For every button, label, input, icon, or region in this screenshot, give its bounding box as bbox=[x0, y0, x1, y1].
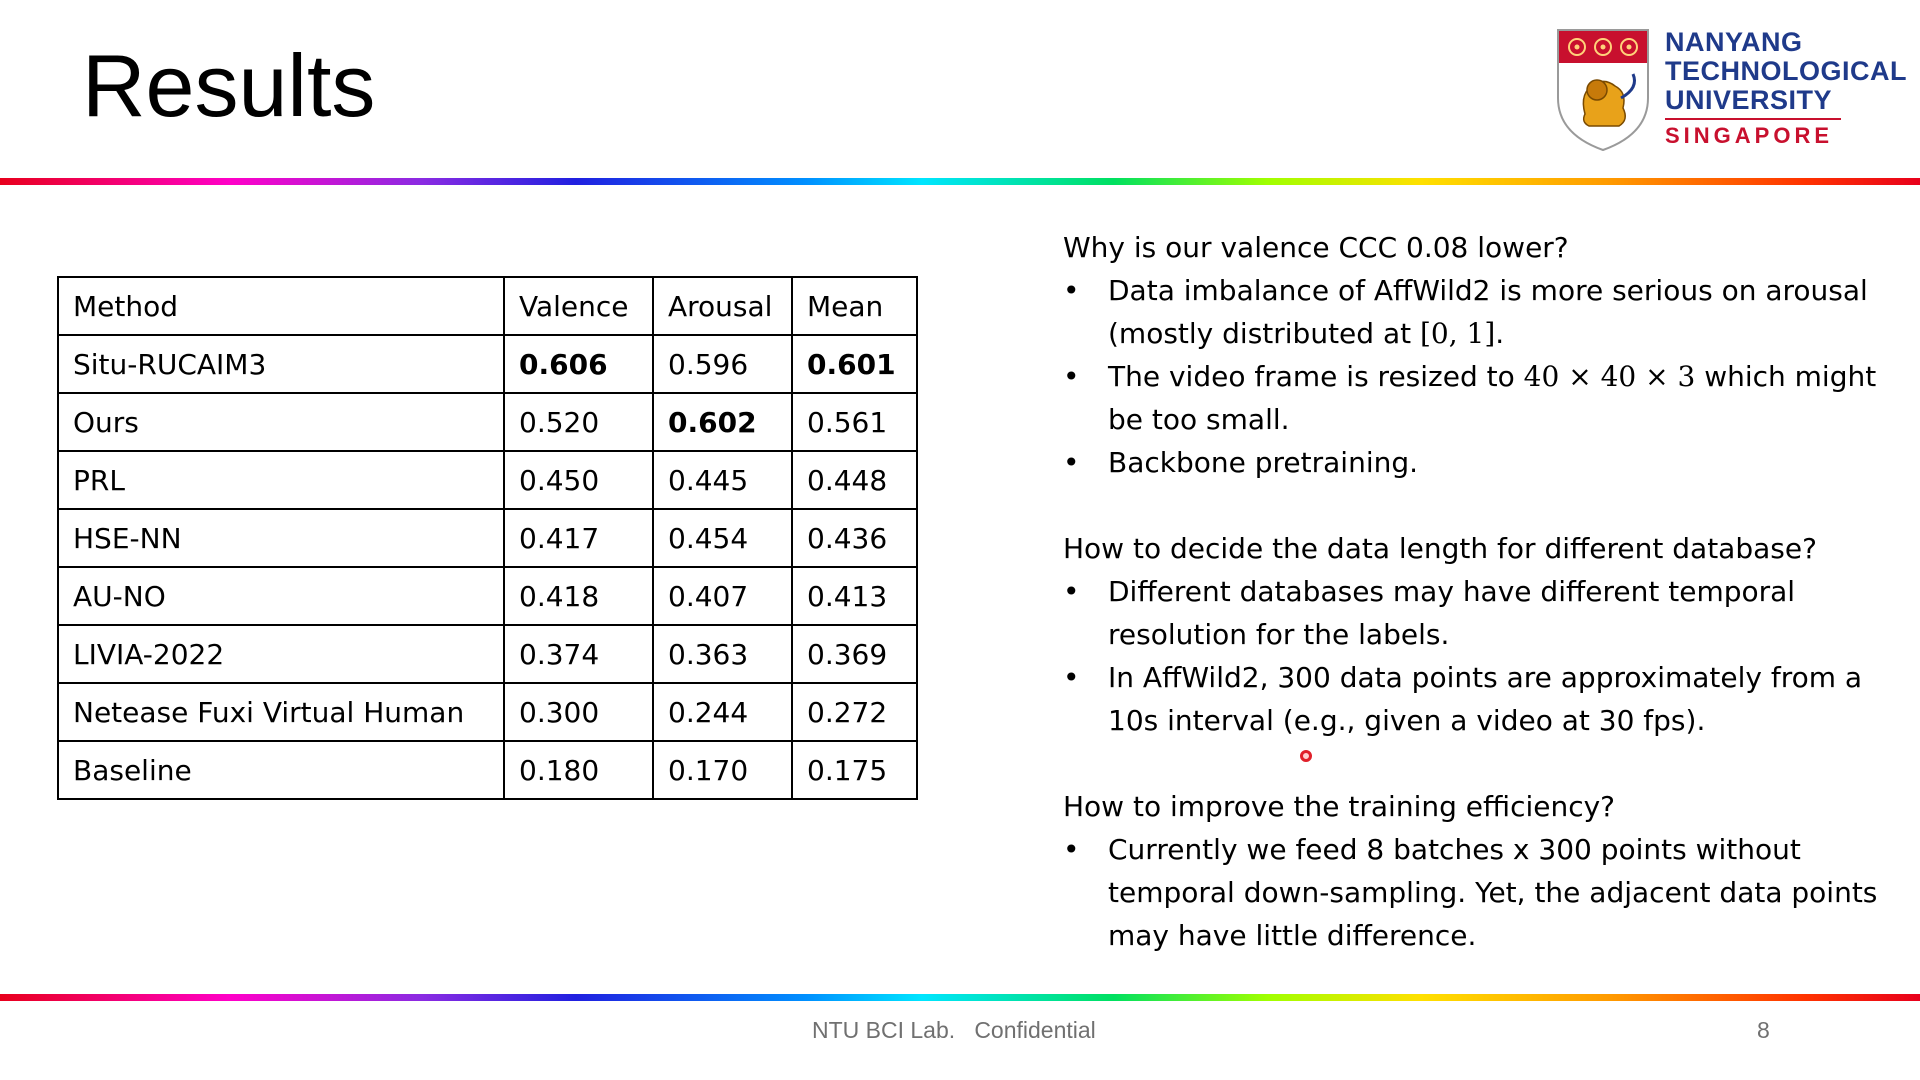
cell-arousal: 0.454 bbox=[652, 508, 793, 568]
cell-mean: 0.601 bbox=[791, 334, 918, 394]
table-row: Ours 0.520 0.602 0.561 bbox=[57, 392, 918, 452]
list-item: • Data imbalance of AffWild2 is more seri… bbox=[1063, 269, 1883, 355]
table-row: PRL 0.450 0.445 0.448 bbox=[57, 450, 918, 510]
cell-arousal: 0.363 bbox=[652, 624, 793, 684]
header-method: Method bbox=[57, 276, 505, 336]
cell-valence: 0.417 bbox=[503, 508, 654, 568]
logo-line-1: NANYANG bbox=[1665, 27, 1803, 57]
cell-mean: 0.561 bbox=[791, 392, 918, 452]
efficiency-bullets: • Currently we feed 8 batches x 300 point… bbox=[1063, 828, 1883, 957]
cell-valence: 0.606 bbox=[503, 334, 654, 394]
question-valence: Why is our valence CCC 0.08 lower? bbox=[1063, 231, 1569, 264]
table-row: LIVIA-2022 0.374 0.363 0.369 bbox=[57, 624, 918, 684]
laser-pointer-icon bbox=[1300, 750, 1312, 762]
cell-mean: 0.436 bbox=[791, 508, 918, 568]
cell-mean: 0.413 bbox=[791, 566, 918, 626]
table-row: Netease Fuxi Virtual Human 0.300 0.244 0… bbox=[57, 682, 918, 742]
bullet-icon: • bbox=[1063, 274, 1080, 307]
cell-valence: 0.520 bbox=[503, 392, 654, 452]
math-frame-size: 40 × 40 × 3 bbox=[1523, 360, 1696, 393]
logo-line-4: SINGAPORE bbox=[1665, 123, 1834, 148]
cell-arousal: 0.602 bbox=[652, 392, 793, 452]
bottom-rainbow-rule bbox=[0, 994, 1920, 1001]
page-number: 8 bbox=[1757, 1017, 1770, 1043]
list-item: • Backbone pretraining. bbox=[1063, 441, 1883, 484]
cell-arousal: 0.244 bbox=[652, 682, 793, 742]
cell-method: AU-NO bbox=[57, 566, 505, 626]
bullet-text-end: . bbox=[1495, 317, 1505, 350]
bullet-icon: • bbox=[1063, 575, 1080, 608]
ntu-logo: NANYANG TECHNOLOGICAL UNIVERSITY SINGAPO… bbox=[1555, 28, 1907, 153]
data-length-bullets: • Different databases may have different … bbox=[1063, 570, 1883, 742]
logo-line-2: TECHNOLOGICAL bbox=[1665, 56, 1907, 86]
cell-valence: 0.300 bbox=[503, 682, 654, 742]
table-row: AU-NO 0.418 0.407 0.413 bbox=[57, 566, 918, 626]
slide-title: Results bbox=[82, 36, 376, 135]
cell-mean: 0.448 bbox=[791, 450, 918, 510]
table-header-row: Method Valence Arousal Mean bbox=[57, 276, 918, 336]
cell-method: LIVIA-2022 bbox=[57, 624, 505, 684]
cell-method: Baseline bbox=[57, 740, 505, 800]
bullet-text: Currently we feed 8 batches x 300 points… bbox=[1108, 833, 1878, 952]
bullet-text: Data imbalance of AffWild2 is more serio… bbox=[1108, 274, 1868, 350]
cell-arousal: 0.407 bbox=[652, 566, 793, 626]
header-mean: Mean bbox=[791, 276, 918, 336]
cell-method: Situ-RUCAIM3 bbox=[57, 334, 505, 394]
cell-valence: 0.418 bbox=[503, 566, 654, 626]
bullet-text: The video frame is resized to bbox=[1108, 360, 1515, 393]
cell-arousal: 0.445 bbox=[652, 450, 793, 510]
logo-wordmark: NANYANG TECHNOLOGICAL UNIVERSITY bbox=[1665, 28, 1907, 115]
ntu-crest-icon bbox=[1557, 29, 1649, 152]
footer-text: NTU BCI Lab. Confidential bbox=[812, 1017, 1096, 1043]
question-data-length: How to decide the data length for differ… bbox=[1063, 532, 1817, 565]
cell-valence: 0.180 bbox=[503, 740, 654, 800]
question-efficiency: How to improve the training efficiency? bbox=[1063, 790, 1616, 823]
discussion-notes: Why is our valence CCC 0.08 lower? • Data… bbox=[1063, 226, 1883, 957]
bullet-text: Different databases may have different t… bbox=[1108, 575, 1796, 651]
cell-mean: 0.175 bbox=[791, 740, 918, 800]
valence-bullets: • Data imbalance of AffWild2 is more seri… bbox=[1063, 269, 1883, 484]
logo-line-3: UNIVERSITY bbox=[1665, 85, 1833, 115]
bullet-text-end: which might be too small. bbox=[1108, 360, 1877, 436]
math-interval: [0, 1] bbox=[1420, 317, 1496, 350]
cell-mean: 0.369 bbox=[791, 624, 918, 684]
cell-method: Ours bbox=[57, 392, 505, 452]
bullet-text: In AffWild2, 300 data points are approxi… bbox=[1108, 661, 1863, 737]
cell-valence: 0.374 bbox=[503, 624, 654, 684]
bullet-icon: • bbox=[1063, 661, 1080, 694]
cell-method: PRL bbox=[57, 450, 505, 510]
header-arousal: Arousal bbox=[652, 276, 793, 336]
cell-arousal: 0.170 bbox=[652, 740, 793, 800]
logo-divider bbox=[1665, 118, 1841, 120]
list-item: • In AffWild2, 300 data points are approx… bbox=[1063, 656, 1883, 742]
cell-method: HSE-NN bbox=[57, 508, 505, 568]
bullet-icon: • bbox=[1063, 446, 1080, 479]
list-item: • Different databases may have different … bbox=[1063, 570, 1883, 656]
list-item: • The video frame is resized to 40 × 40 ×… bbox=[1063, 355, 1883, 441]
table-row: Situ-RUCAIM3 0.606 0.596 0.601 bbox=[57, 334, 918, 394]
results-table: Method Valence Arousal Mean Situ-RUCAIM3… bbox=[57, 276, 918, 800]
cell-mean: 0.272 bbox=[791, 682, 918, 742]
table-row: Baseline 0.180 0.170 0.175 bbox=[57, 740, 918, 800]
table-row: HSE-NN 0.417 0.454 0.436 bbox=[57, 508, 918, 568]
cell-arousal: 0.596 bbox=[652, 334, 793, 394]
bullet-text: Backbone pretraining. bbox=[1108, 446, 1419, 479]
cell-method: Netease Fuxi Virtual Human bbox=[57, 682, 505, 742]
cell-valence: 0.450 bbox=[503, 450, 654, 510]
bullet-icon: • bbox=[1063, 360, 1080, 393]
header-valence: Valence bbox=[503, 276, 654, 336]
top-rainbow-rule bbox=[0, 178, 1920, 185]
bullet-icon: • bbox=[1063, 833, 1080, 866]
list-item: • Currently we feed 8 batches x 300 point… bbox=[1063, 828, 1883, 957]
